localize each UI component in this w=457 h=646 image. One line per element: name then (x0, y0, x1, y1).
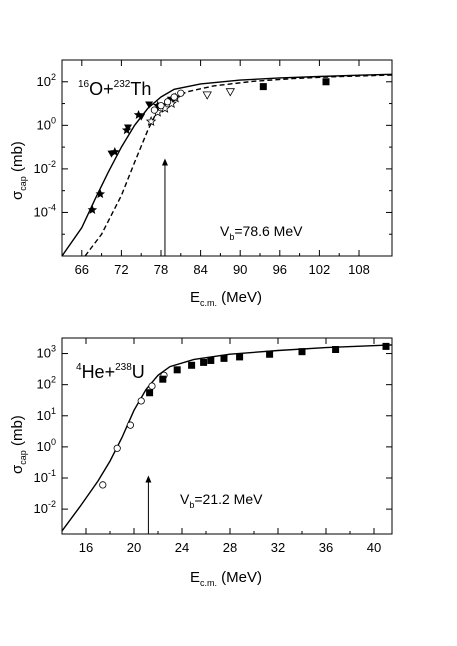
data-point-star (95, 189, 106, 199)
panel-label-2: 4He+238U (76, 362, 145, 382)
x-tick-label: 90 (233, 262, 247, 277)
x-axis-label-2: Ec.m. (MeV) (190, 569, 262, 588)
y-tick-label: 102 (37, 375, 56, 392)
data-point-triangle (124, 124, 132, 132)
data-point-square (188, 361, 196, 369)
data-point-circle (137, 397, 145, 405)
data-point-square (266, 350, 274, 358)
barrier-arrow-head (145, 475, 152, 483)
solid-curve (61, 73, 393, 257)
plot-frame-2 (61, 337, 393, 535)
data-points-2 (99, 342, 390, 489)
x-tick-label: 16 (79, 540, 93, 555)
x-tick-label: 108 (348, 262, 370, 277)
data-point-triangle (137, 113, 146, 121)
x-axis-label-1: Ec.m. (MeV) (190, 289, 262, 308)
data-point-square (332, 346, 340, 354)
data-point-square (259, 83, 267, 91)
barrier-label-2: Vb=21.2 MeV (180, 491, 263, 510)
data-point-circle (148, 382, 156, 390)
x-tick-label: 72 (114, 262, 128, 277)
data-point-square (159, 375, 167, 383)
y-tick-label: 10-1 (34, 468, 56, 485)
data-point-square (322, 78, 330, 86)
barrier-arrow-head (161, 158, 168, 166)
data-point-square (220, 354, 228, 362)
data-point-circle (157, 102, 165, 110)
data-points-1 (87, 78, 330, 215)
y-tick-label: 103 (37, 344, 56, 361)
axis-ticks-1: 66 72 78 84 90 96 102 108 10-4 10-2 100 102 (34, 59, 392, 277)
y-tick-label: 10-2 (34, 499, 56, 516)
data-point-circle (164, 98, 172, 106)
data-point-circle (170, 93, 178, 101)
y-tick-label: 100 (37, 115, 56, 132)
plot-frame-1 (61, 59, 393, 257)
barrier-arrow-2 (145, 475, 152, 534)
x-tick-label: 78 (154, 262, 168, 277)
axis-ticks-2: 16 20 24 28 32 36 40 10-2 10-1 100 101 102 103 (34, 338, 392, 555)
data-point-star (121, 125, 132, 135)
x-tick-label: 66 (75, 262, 89, 277)
x-tick-label: 84 (193, 262, 207, 277)
data-point-square (298, 348, 306, 356)
barrier-arrow-1 (161, 158, 168, 256)
y-tick-label: 100 (37, 437, 56, 454)
panel-1: 66 72 78 84 90 96 102 108 10-4 10-2 100 102 16O+232… (9, 59, 393, 308)
data-point-circle (177, 89, 185, 97)
data-point-hollow-star (145, 115, 157, 126)
data-point-star (87, 204, 98, 215)
y-tick-label: 102 (37, 72, 56, 89)
data-point-circle (126, 421, 134, 429)
barrier-label-1: Vb=78.6 MeV (220, 223, 303, 242)
y-axis-label-2: σcap (mb) (9, 415, 28, 474)
data-point-circle (99, 481, 107, 489)
y-tick-label: 10-2 (34, 159, 56, 176)
x-tick-label: 32 (271, 540, 285, 555)
data-point-circle (113, 444, 121, 452)
y-tick-label: 10-4 (34, 202, 56, 219)
panel-2: 16 20 24 28 32 36 40 10-2 10-1 100 101 102 103 4He+2… (9, 337, 393, 588)
x-tick-label: 102 (309, 262, 331, 277)
data-point-circle (150, 106, 158, 114)
data-point-square (207, 356, 215, 364)
data-point-square (236, 353, 244, 361)
x-tick-label: 96 (273, 262, 287, 277)
data-point-triangle (107, 150, 116, 158)
data-point-square (173, 366, 181, 374)
x-tick-label: 28 (223, 540, 237, 555)
data-point-square (146, 389, 154, 397)
y-axis-label-1: σcap (mb) (9, 141, 28, 200)
panel-label-1: 16O+232Th (78, 79, 151, 99)
x-tick-label: 24 (175, 540, 189, 555)
data-point-triangle (145, 101, 154, 109)
x-tick-label: 40 (367, 540, 381, 555)
x-tick-label: 20 (127, 540, 141, 555)
data-point-hollow-triangle (225, 88, 235, 97)
y-tick-label: 101 (37, 406, 56, 423)
data-point-hollow-triangle (202, 91, 212, 100)
x-tick-label: 36 (319, 540, 333, 555)
data-point-square (382, 342, 390, 350)
data-point-square (200, 358, 208, 366)
